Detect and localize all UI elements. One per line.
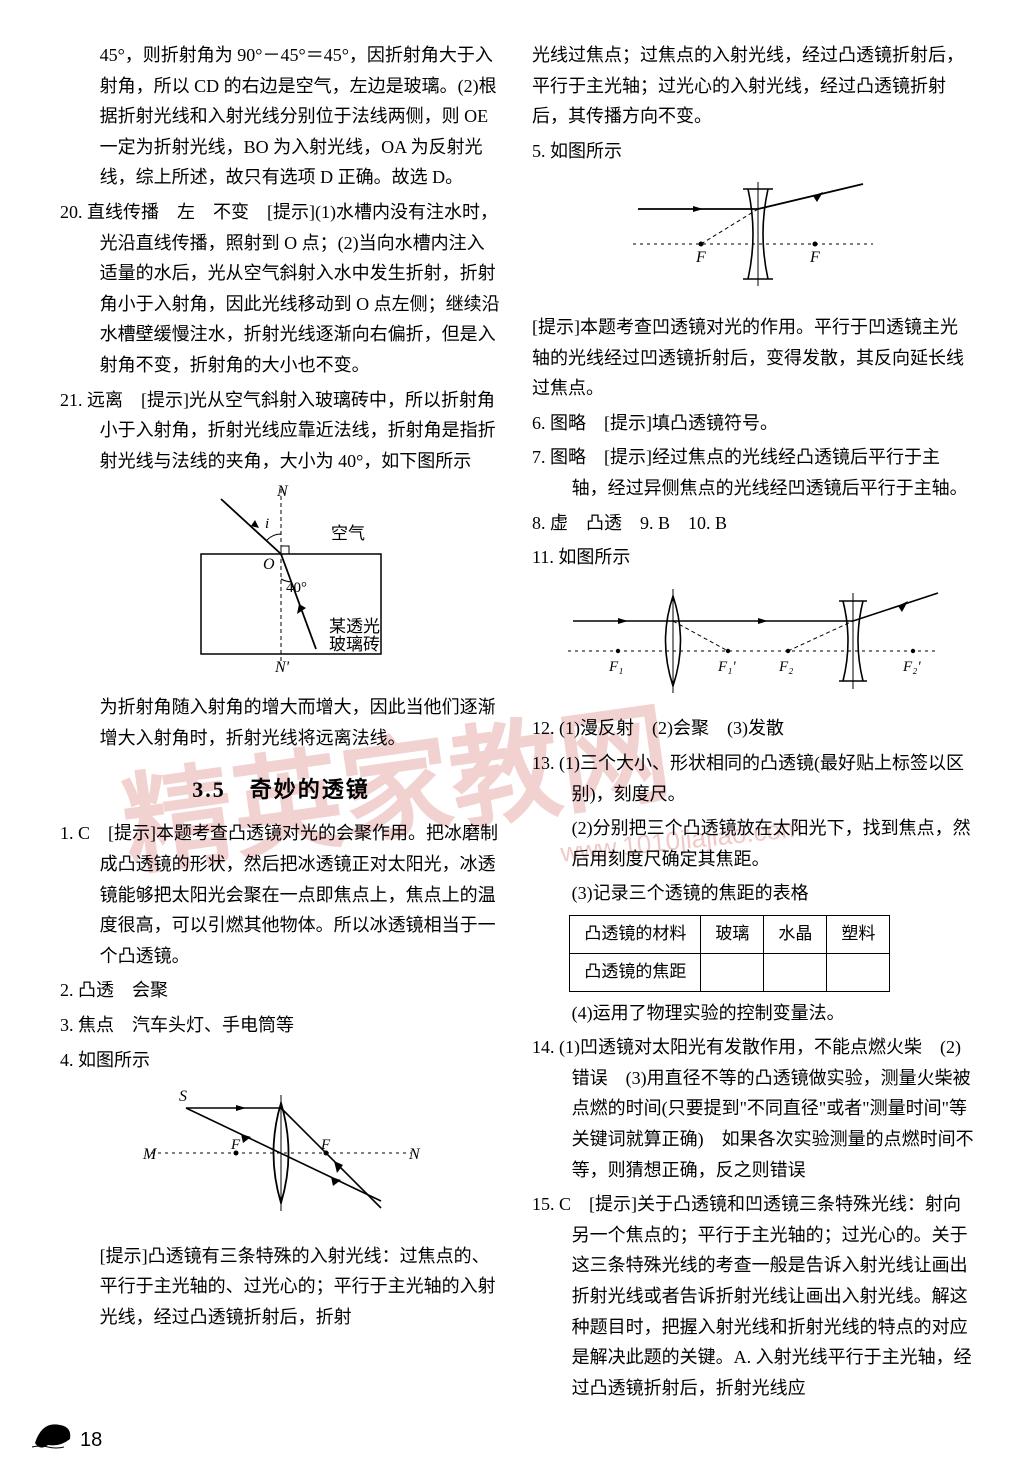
q1: 1. C [提示]本题考查凸透镜对光的会聚作用。把冰磨制成凸透镜的形状，然后把冰… xyxy=(60,818,502,971)
q13-1: 13. (1)三个大小、形状相同的凸透镜(最好贴上标签以区别)，刻度尺。 xyxy=(532,748,974,809)
q7: 7. 图略 [提示]经过焦点的光线经凸透镜后平行于主轴，经过异侧焦点的光线经凹透… xyxy=(532,442,974,503)
fig21-air: 空气 xyxy=(331,524,365,543)
figure-refraction-glass: N N' i O 40° 空气 某透光 玻璃砖 xyxy=(60,484,502,684)
fig4-S: S xyxy=(179,1088,187,1105)
table-cell: 玻璃 xyxy=(701,915,764,953)
lens-material-table: 凸透镜的材料 玻璃 水晶 塑料 凸透镜的焦距 xyxy=(569,915,890,992)
fig11-F2p: F₂' xyxy=(902,659,921,675)
table-cell xyxy=(764,953,827,991)
fig11-F1: F₁ xyxy=(608,659,623,675)
q5-hint: [提示]本题考查凹透镜对光的作用。平行于凹透镜主光轴的光线经过凹透镜折射后，变得… xyxy=(532,312,974,404)
q20: 20. 直线传播 左 不变 [提示](1)水槽内没有注水时，光沿直线传播，照射到… xyxy=(60,197,502,381)
fig21-Np: N' xyxy=(274,659,290,674)
table-cell xyxy=(827,953,890,991)
q3: 3. 焦点 汽车头灯、手电筒等 xyxy=(60,1010,502,1041)
fig21-40: 40° xyxy=(286,580,307,596)
table-cell: 塑料 xyxy=(827,915,890,953)
q13-4: (4)运用了物理实验的控制变量法。 xyxy=(532,998,974,1029)
fig4-M: M xyxy=(142,1146,158,1163)
q4: 4. 如图所示 xyxy=(60,1045,502,1076)
right-column: 光线过焦点；过焦点的入射光线，经过凸透镜折射后，平行于主光轴；过光心的入射光线，… xyxy=(532,40,974,1440)
figure-convex-lens: M N F F S xyxy=(60,1083,502,1233)
q13-3: (3)记录三个透镜的焦距的表格 xyxy=(532,878,974,909)
fig21-O: O xyxy=(263,556,275,573)
fig4-F2: F xyxy=(320,1137,331,1153)
q6: 6. 图略 [提示]填凸透镜符号。 xyxy=(532,408,974,439)
fig21-glass2: 玻璃砖 xyxy=(329,635,380,654)
table-row: 凸透镜的焦距 xyxy=(570,953,890,991)
q2: 2. 凸透 会聚 xyxy=(60,975,502,1006)
q4-cont: 光线过焦点；过焦点的入射光线，经过凸透镜折射后，平行于主光轴；过光心的入射光线，… xyxy=(532,40,974,132)
fig11-F2: F₂ xyxy=(778,659,793,675)
q21: 21. 远离 [提示]光从空气斜射入玻璃砖中，所以折射角小于入射角，折射光线应靠… xyxy=(60,385,502,477)
fig4-N: N xyxy=(408,1146,421,1163)
fig21-N: N xyxy=(276,484,289,500)
page-number: 18 xyxy=(80,1429,102,1452)
section-3-5-title: 3.5 奇妙的透镜 xyxy=(60,771,502,808)
q12: 12. (1)漫反射 (2)会聚 (3)发散 xyxy=(532,713,974,744)
q19-continuation: 45°，则折射角为 90°－45°＝45°，因折射角大于入射角，所以 CD 的右… xyxy=(60,40,502,193)
dolphin-icon xyxy=(30,1411,78,1458)
fig4-F1: F xyxy=(230,1137,241,1153)
fig5-F1: F xyxy=(695,249,706,266)
fig11-F1p: F₁' xyxy=(717,659,736,675)
q11: 11. 如图所示 xyxy=(532,542,974,573)
table-cell: 凸透镜的焦距 xyxy=(570,953,701,991)
left-column: 45°，则折射角为 90°－45°＝45°，因折射角大于入射角，所以 CD 的右… xyxy=(60,40,502,1440)
figure-two-lenses: F₁ F₁' F₂ F₂' xyxy=(532,581,974,706)
table-cell: 水晶 xyxy=(764,915,827,953)
q8-10: 8. 虚 凸透 9. B 10. B xyxy=(532,508,974,539)
q15: 15. C [提示]关于凸透镜和凹透镜三条特殊光线：射向另一个焦点的；平行于主光… xyxy=(532,1189,974,1403)
q21-followup: 为折射角随入射角的增大而增大，因此当他们逐渐增大入射角时，折射光线将远离法线。 xyxy=(60,692,502,753)
fig21-i: i xyxy=(265,516,269,532)
q13-2: (2)分别把三个凸透镜放在太阳光下，找到焦点，然后用刻度尺确定其焦距。 xyxy=(532,813,974,874)
table-cell xyxy=(701,953,764,991)
table-row: 凸透镜的材料 玻璃 水晶 塑料 xyxy=(570,915,890,953)
q4-hint: [提示]凸透镜有三条特殊的入射光线：过焦点的、平行于主光轴的、过光心的；平行于主… xyxy=(60,1241,502,1333)
table-cell: 凸透镜的材料 xyxy=(570,915,701,953)
figure-concave-lens: F F xyxy=(532,174,974,304)
q14: 14. (1)凹透镜对太阳光有发散作用，不能点燃火柴 (2)错误 (3)用直径不… xyxy=(532,1032,974,1185)
fig21-glass1: 某透光 xyxy=(329,617,380,636)
q5: 5. 如图所示 xyxy=(532,136,974,167)
fig5-F2: F xyxy=(809,249,820,266)
page-columns: 45°，则折射角为 90°－45°＝45°，因折射角大于入射角，所以 CD 的右… xyxy=(60,40,974,1440)
